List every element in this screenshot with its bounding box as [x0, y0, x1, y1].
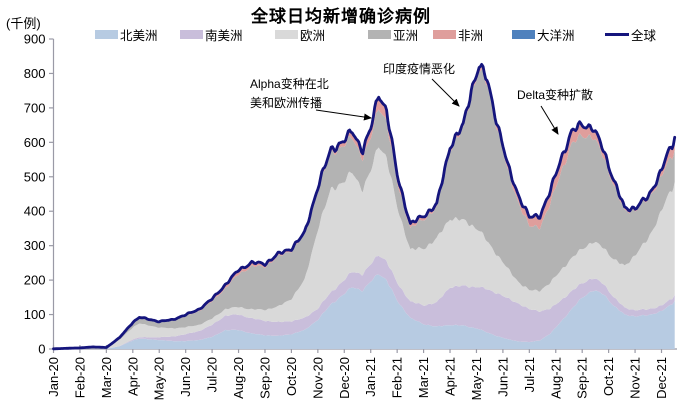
legend-label: 非洲: [458, 28, 484, 43]
legend-label: 北美洲: [120, 28, 158, 43]
x-tick-label: Dec-21: [654, 357, 669, 399]
x-tick-label: Dec-20: [337, 357, 352, 399]
legend-label: 亚洲: [393, 28, 419, 43]
y-tick-label: 500: [24, 169, 46, 184]
legend-label: 欧洲: [300, 28, 326, 43]
legend-item-africa: 非洲: [433, 26, 484, 43]
legend-swatch-icon: [368, 29, 391, 39]
x-tick-label: May-20: [152, 357, 167, 400]
x-tick-label: Apr-20: [125, 357, 140, 396]
legend-label: 南美洲: [205, 28, 243, 43]
axis-labels: 0 100 200 300 400 500 600 700 800 900 Jan-20 Feb-20…: [24, 32, 669, 401]
area-asia: [53, 69, 675, 349]
annotation-india-arrow: [431, 78, 460, 107]
legend-swatch-icon: [605, 32, 629, 36]
legend-item-global: 全球: [605, 26, 657, 43]
y-tick-label: 0: [38, 342, 45, 357]
annotation-alpha-text: Alpha变种在北: [250, 76, 329, 91]
x-tick-label: Apr-21: [443, 357, 458, 396]
y-tick-label: 400: [24, 204, 46, 219]
x-tick-label: Aug-20: [231, 357, 246, 399]
area-europe: [53, 147, 675, 349]
legend-item-oceania: 大洋洲: [512, 26, 575, 43]
x-tick-label: Nov-21: [628, 357, 643, 399]
x-tick-label: Nov-20: [310, 357, 325, 399]
x-tick-label: Jul-20: [205, 357, 220, 392]
legend-item-asia: 亚洲: [368, 26, 419, 43]
annotation-delta-arrow: [540, 105, 559, 135]
x-tick-label: Feb-20: [72, 357, 87, 398]
x-tick-label: Sep-20: [257, 357, 272, 399]
x-tick-label: Jun-20: [178, 357, 193, 397]
y-tick-label: 600: [24, 135, 46, 150]
legend-label: 大洋洲: [537, 28, 575, 43]
legend-swatch-icon: [180, 29, 203, 39]
x-tick-label: Sep-21: [575, 357, 590, 399]
x-tick-label: Mar-21: [416, 357, 431, 398]
annotation-alpha-arrow: [315, 109, 372, 121]
x-tick-label: Jan-21: [363, 357, 378, 397]
y-tick-label: 800: [24, 66, 46, 81]
y-tick-label: 700: [24, 100, 46, 115]
annotation-alpha-text: 美和欧洲传播: [250, 95, 322, 110]
x-tick-label: Oct-21: [601, 357, 616, 396]
legend-item-south-america: 南美洲: [180, 26, 243, 43]
legend-swatch-icon: [275, 29, 298, 39]
x-tick-label: May-21: [469, 357, 484, 400]
y-tick-label: 900: [24, 32, 46, 47]
x-tick-label: Jan-20: [46, 357, 61, 397]
legend-swatch-icon: [433, 29, 456, 39]
legend-label: 全球: [631, 28, 657, 43]
legend-item-north-america: 北美洲: [95, 26, 158, 43]
x-tick-label: Jun-21: [495, 357, 510, 397]
stacked-areas: [53, 64, 675, 349]
y-tick-label: 300: [24, 238, 46, 253]
x-tick-label: Feb-21: [390, 357, 405, 398]
legend-item-europe: 欧洲: [275, 26, 326, 43]
legend-swatch-icon: [512, 29, 535, 39]
y-axis-unit-label: (千例): [6, 16, 41, 31]
x-tick-label: Aug-21: [548, 357, 563, 399]
chart-legend: 北美洲 南美洲 欧洲 亚洲 非洲 大洋洲 全球: [0, 0, 682, 46]
x-tick-label: Oct-20: [284, 357, 299, 396]
y-tick-label: 200: [24, 273, 46, 288]
x-tick-label: Jul-21: [522, 357, 537, 392]
global-line: [52, 63, 677, 351]
area-north-america: [53, 274, 675, 349]
annotation-delta-text: Delta变种扩散: [517, 87, 593, 102]
y-tick-label: 100: [24, 307, 46, 322]
annotation-india-text: 印度疫情恶化: [383, 61, 455, 76]
legend-swatch-icon: [95, 29, 118, 39]
x-tick-label: Mar-20: [99, 357, 114, 398]
area-south-america: [53, 255, 675, 349]
chart-title: 全球日均新增确诊病例: [251, 7, 431, 26]
